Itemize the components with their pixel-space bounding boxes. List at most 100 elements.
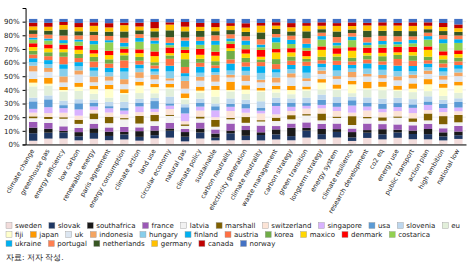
bar-segment [242, 49, 250, 53]
bar-segment [75, 46, 83, 50]
bar-segment [135, 99, 143, 103]
bar-segment [348, 58, 356, 62]
bar-segment [257, 62, 265, 66]
bar-segment [181, 124, 189, 126]
bar-segment [75, 35, 83, 39]
bar-segment [318, 74, 326, 79]
bar-segment [302, 103, 310, 106]
bar-segment [439, 116, 447, 124]
bar-segment [393, 124, 401, 129]
bar-segment [166, 47, 174, 53]
bar-segment [181, 22, 189, 27]
bar-segment [120, 94, 128, 102]
bar-segment [333, 26, 341, 32]
bar-segment [90, 103, 98, 106]
legend-swatch [152, 241, 158, 247]
bar-segment [348, 116, 356, 125]
bar-segment [439, 100, 447, 104]
bar-segment [302, 81, 310, 87]
bar-segment [196, 73, 204, 77]
bar-segment [287, 44, 295, 48]
bar-segment [196, 107, 204, 111]
bar-segment [393, 86, 401, 90]
bar-segment [302, 131, 310, 138]
bar-segment [287, 23, 295, 27]
bar-segment [454, 36, 462, 40]
bar-segment [287, 78, 295, 86]
series-bars [29, 66, 463, 89]
bar-segment [348, 61, 356, 65]
bar-segment [211, 104, 219, 107]
bar-segment [302, 44, 310, 48]
bar-segment [454, 139, 462, 145]
bar-segment [272, 83, 280, 86]
bar-segment [44, 119, 52, 123]
bar-segment [90, 86, 98, 89]
bar-segment [242, 85, 250, 89]
bar-segment [287, 90, 295, 94]
bar-segment [272, 134, 280, 139]
legend-label: maxico [310, 231, 335, 239]
bar-segment [257, 57, 265, 60]
bar-segment [226, 98, 234, 104]
bar-segment [302, 114, 310, 115]
bar-segment [181, 93, 189, 98]
bar-segment [29, 118, 37, 122]
bar-segment [409, 66, 417, 71]
legend-label: eu [451, 222, 460, 230]
bar-segment [105, 72, 113, 76]
bar-segment [257, 82, 265, 87]
bar-segment [242, 140, 250, 144]
bar-segment [120, 31, 128, 37]
bar-segment [318, 89, 326, 94]
bar-segment [318, 64, 326, 67]
bar-segment [150, 93, 158, 98]
bar-segment [120, 25, 128, 31]
bar-segment [424, 134, 432, 139]
bar-segment [454, 115, 462, 122]
bar-segment [166, 81, 174, 84]
bar-segment [409, 131, 417, 134]
y-axis: 0%10%20%30%40%50%60%70%80%90% [4, 9, 26, 150]
bar-segment [363, 90, 371, 98]
bar-segment [166, 131, 174, 138]
bar-segment [318, 50, 326, 57]
footnote: 자료: 저자 작성. [6, 253, 64, 262]
bar-segment [378, 36, 386, 41]
bar-segment [318, 124, 326, 129]
bar-segment [257, 32, 265, 39]
bar-segment [348, 129, 356, 133]
bar-segment [272, 86, 280, 89]
bar-segment [196, 91, 204, 93]
bar-segment [454, 102, 462, 108]
bar-segment [424, 139, 432, 144]
bar-segment [135, 131, 143, 137]
bar-segment [378, 44, 386, 47]
legend-swatch [216, 223, 222, 229]
bar-segment [363, 19, 371, 23]
bar-segment [44, 139, 52, 145]
bar-segment [90, 139, 98, 145]
bar-segment [393, 36, 401, 41]
bar-segment [257, 39, 265, 44]
bar-segment [409, 99, 417, 104]
bar-segment [181, 38, 189, 41]
bar-segment [424, 105, 432, 110]
bar-segment [454, 61, 462, 65]
bar-segment [378, 121, 386, 124]
bar-segment [120, 84, 128, 89]
bar-segment [302, 98, 310, 104]
bar-segment [393, 59, 401, 66]
bar-segment [226, 41, 234, 44]
bar-segment [302, 122, 310, 128]
bar-segment [424, 64, 432, 67]
bar-segment [75, 103, 83, 109]
bar-segment [439, 55, 447, 59]
bar-segment [75, 74, 83, 82]
bar-segment [105, 85, 113, 89]
bar-segment [287, 111, 295, 115]
bar-segment [363, 107, 371, 111]
bar-segment [409, 36, 417, 39]
bar-segment [120, 127, 128, 132]
bar-segment [150, 98, 158, 101]
